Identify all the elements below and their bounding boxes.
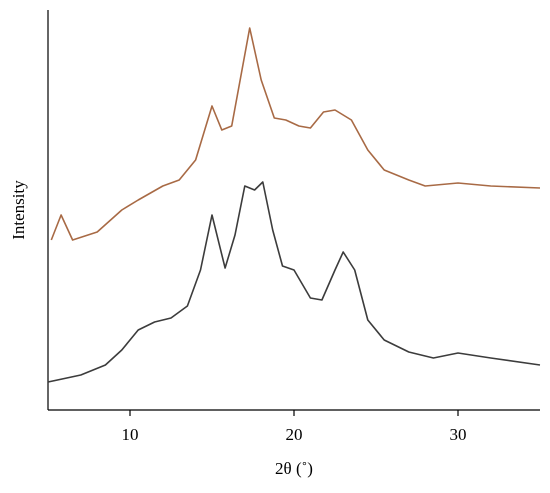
x-axis-label: 2θ (˚) — [275, 459, 313, 478]
data-line — [47, 181, 541, 383]
y-axis-label: Intensity — [9, 180, 28, 240]
x-tick-label: 10 — [122, 425, 139, 444]
x-tick-label: 20 — [286, 425, 303, 444]
x-tick-label: 30 — [450, 425, 467, 444]
data-line — [50, 27, 541, 241]
